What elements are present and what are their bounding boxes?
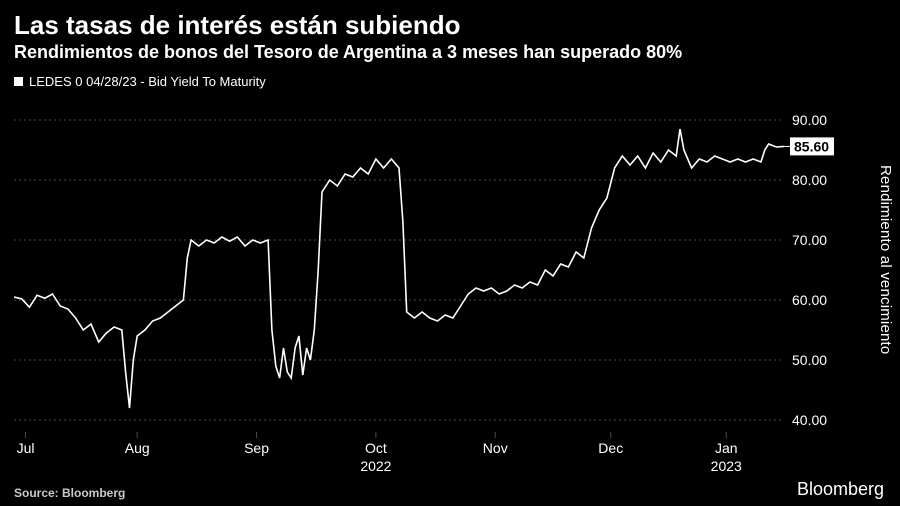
x-tick-label: Aug [125,440,150,456]
plot-area: 40.00 50.00 60.00 70.00 80.00 90.00 85.60 [14,100,834,440]
x-tick-label: Jan [715,440,738,456]
callout-value: 85.60 [794,138,829,154]
x-tick-label: Nov [483,440,508,456]
y-tick-label: 80.00 [792,172,827,188]
x-tick-label: Dec [598,440,623,456]
legend: LEDES 0 04/28/23 - Bid Yield To Maturity [14,74,266,89]
chart-title: Las tasas de interés están subiendo [14,10,461,41]
y-tick-label: 90.00 [792,112,827,128]
source-attribution: Source: Bloomberg [14,486,125,500]
chart-root: Las tasas de interés están subiendo Rend… [0,0,900,506]
x-axis-labels: Jul Aug Sep Oct 2022 Nov Dec Jan 2023 [14,440,834,474]
y-axis-title: Rendimiento al vencimiento [877,165,894,354]
legend-marker-icon [14,77,23,86]
x-tick-year: 2023 [711,458,742,474]
x-tick-label: Sep [244,440,269,456]
chart-subtitle: Rendimientos de bonos del Tesoro de Arge… [14,42,682,63]
y-tick-label: 60.00 [792,292,827,308]
y-tick-label: 40.00 [792,412,827,428]
legend-label: LEDES 0 04/28/23 - Bid Yield To Maturity [29,74,266,89]
series-line [14,129,784,408]
x-tick-year: 2022 [360,458,391,474]
y-tick-label: 50.00 [792,352,827,368]
y-tick-label: 70.00 [792,232,827,248]
x-tick-label: Jul [17,440,35,456]
brand-logo: Bloomberg [797,479,884,500]
x-tick-label: Oct [365,440,387,456]
plot-svg: 40.00 50.00 60.00 70.00 80.00 90.00 85.60 [14,100,834,440]
